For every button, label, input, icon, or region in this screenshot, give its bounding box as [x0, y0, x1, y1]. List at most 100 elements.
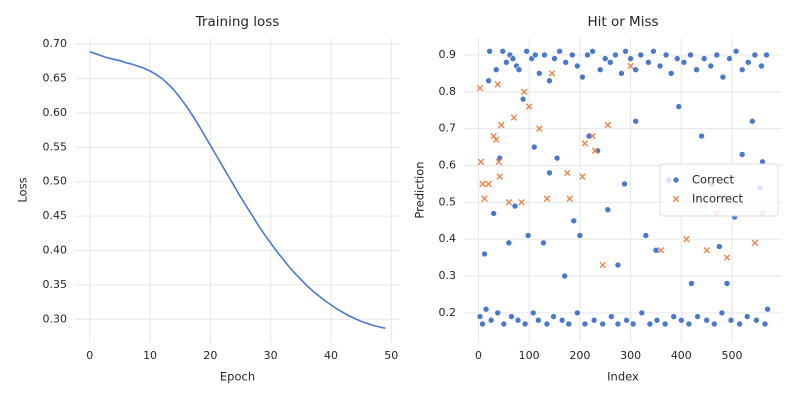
- x-tick-label: 50: [384, 349, 398, 362]
- point: [492, 136, 500, 143]
- point: [608, 313, 615, 320]
- point: [623, 316, 630, 324]
- point: [525, 103, 533, 110]
- point: [670, 313, 678, 320]
- point: [604, 121, 612, 129]
- point: [738, 151, 746, 158]
- point: [650, 47, 657, 55]
- y-tick-label: 0.40: [43, 244, 68, 257]
- y-axis-label: Loss: [16, 177, 30, 202]
- point: [530, 143, 538, 151]
- point: [548, 70, 556, 77]
- point: [657, 246, 665, 254]
- point: [621, 180, 628, 188]
- point: [589, 132, 596, 140]
- legend-box: [659, 163, 779, 217]
- point: [540, 239, 547, 247]
- point: [496, 173, 504, 180]
- point: [563, 169, 571, 177]
- y-tick-label: 0.70: [43, 37, 68, 50]
- y-tick-label: 0.9: [439, 48, 457, 61]
- point: [632, 117, 639, 125]
- point: [687, 51, 694, 59]
- point: [718, 309, 726, 317]
- point: [531, 51, 539, 59]
- point: [604, 206, 612, 214]
- point: [758, 62, 765, 70]
- x-tick-label: 300: [620, 349, 641, 362]
- point: [751, 239, 759, 247]
- point: [553, 154, 561, 162]
- x-tick-label: 400: [671, 349, 692, 362]
- y-tick-label: 0.7: [439, 122, 457, 135]
- point: [476, 84, 484, 92]
- point: [693, 66, 700, 73]
- point: [753, 316, 760, 324]
- point: [662, 51, 670, 59]
- point: [546, 77, 553, 85]
- point: [738, 66, 746, 73]
- legend-marker: [672, 195, 680, 203]
- point: [749, 117, 756, 125]
- point: [486, 47, 493, 55]
- point: [562, 59, 569, 66]
- x-tick-label: 200: [569, 349, 590, 362]
- point: [698, 132, 705, 140]
- point: [579, 173, 586, 180]
- point: [685, 320, 693, 328]
- point: [764, 305, 771, 313]
- point: [652, 246, 660, 254]
- point: [680, 59, 688, 66]
- point: [716, 243, 723, 250]
- point: [503, 59, 510, 66]
- point: [653, 316, 661, 324]
- point: [520, 88, 528, 96]
- point: [541, 51, 548, 59]
- point: [576, 232, 584, 239]
- point: [476, 313, 484, 320]
- point: [726, 55, 733, 62]
- point: [485, 180, 492, 188]
- point: [499, 47, 507, 55]
- point: [590, 316, 598, 324]
- point: [505, 239, 513, 247]
- point: [529, 309, 537, 317]
- point: [667, 70, 675, 77]
- point: [514, 316, 522, 324]
- point: [646, 320, 654, 328]
- point: [678, 316, 685, 324]
- point: [673, 55, 681, 62]
- point: [546, 169, 553, 177]
- point: [675, 103, 683, 110]
- legend-label: Correct: [692, 173, 734, 187]
- point: [490, 210, 497, 217]
- point: [584, 51, 591, 59]
- point: [523, 47, 530, 55]
- point: [727, 316, 735, 324]
- point: [743, 313, 751, 320]
- y-tick-label: 0.4: [439, 232, 457, 245]
- y-tick-label: 0.5: [439, 195, 457, 208]
- x-tick-label: 30: [264, 349, 278, 362]
- point: [551, 55, 558, 62]
- point: [535, 316, 542, 324]
- x-tick-label: 20: [203, 349, 217, 362]
- point: [599, 261, 607, 269]
- point: [485, 77, 492, 85]
- point: [627, 55, 634, 62]
- x-tick-label: 0: [86, 349, 93, 362]
- point: [494, 81, 502, 88]
- x-tick-label: 0: [475, 349, 482, 362]
- point: [751, 51, 759, 59]
- point: [505, 199, 513, 206]
- chart-title: Hit or Miss: [587, 14, 658, 30]
- point: [510, 114, 518, 121]
- legend-marker: [672, 176, 680, 184]
- y-tick-label: 0.8: [439, 85, 457, 98]
- point: [618, 70, 625, 77]
- point: [490, 132, 497, 140]
- point: [638, 309, 646, 317]
- point: [574, 309, 581, 317]
- point: [543, 195, 551, 202]
